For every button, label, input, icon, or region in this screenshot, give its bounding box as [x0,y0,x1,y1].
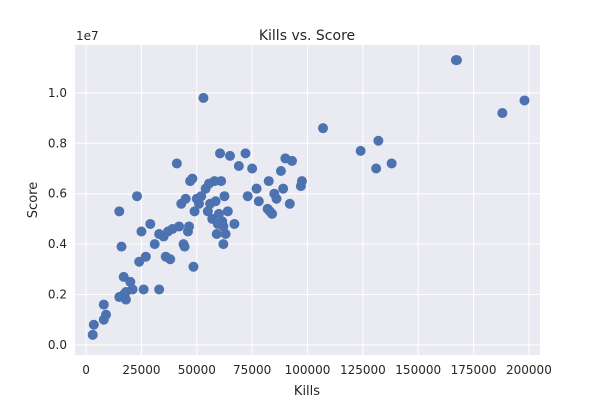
data-point [251,183,262,194]
y-tick-label: 0.4 [48,237,67,251]
data-point [196,191,207,202]
data-point [101,309,111,320]
y-tick-label: 1.0 [48,86,67,100]
data-point [132,191,142,202]
data-point [218,239,229,250]
data-point [233,160,244,171]
data-point [145,218,156,229]
data-point [189,206,200,217]
data-point [194,198,204,209]
data-point [184,221,195,232]
y-axis-offset-label: 1e7 [76,29,99,43]
data-point [355,145,366,156]
data-point [187,173,198,184]
data-point [497,108,508,119]
data-point [125,276,136,287]
data-point [519,95,530,106]
data-point [284,198,295,209]
data-point [318,123,328,134]
data-point [138,284,149,295]
data-point [287,155,297,166]
data-point [136,226,147,237]
data-point [275,166,286,177]
y-tick-label: 0.6 [48,187,67,201]
data-points [87,55,530,340]
data-point [219,191,230,202]
x-tick-label: 100000 [285,363,331,377]
data-point [116,241,127,252]
y-tick-label: 0.8 [48,136,67,150]
data-point [88,319,99,330]
data-point [210,196,221,207]
data-point [154,284,165,295]
chart-title: Kills vs. Score [259,28,355,44]
data-point [149,239,160,250]
data-point [247,163,258,174]
y-tick-label: 0.0 [48,338,67,352]
data-point [165,254,176,265]
data-point [229,218,240,229]
data-point [213,208,224,219]
data-point [222,206,233,217]
y-axis-ticks: 0.0 0.2 0.4 0.6 0.8 1.0 [48,86,67,352]
x-tick-label: 125000 [340,363,386,377]
data-point [373,135,384,146]
data-point [127,284,138,295]
data-point [278,183,289,194]
data-point [98,299,109,310]
data-point [386,158,397,169]
x-tick-label: 200000 [506,363,552,377]
data-point [371,163,382,174]
data-point [114,206,125,217]
data-point [202,206,213,217]
data-point [225,150,235,161]
data-point [242,191,253,202]
data-point [220,229,231,240]
data-point [253,196,264,207]
data-point [188,261,199,272]
data-point [120,294,131,305]
y-tick-label: 0.2 [48,288,67,302]
x-tick-label: 50000 [178,363,216,377]
grid-lines [75,45,540,355]
data-point [211,229,222,240]
data-point [140,251,151,262]
data-point [271,193,282,204]
data-point [296,176,307,187]
data-point [179,241,190,252]
data-point [267,208,278,219]
x-tick-label: 25000 [122,363,160,377]
data-point [263,176,274,187]
data-point [240,148,251,159]
data-point [198,92,209,103]
data-point [180,193,191,204]
data-point [174,221,185,232]
x-axis-ticks: 0 25000 50000 75000 100000 125000 150000 175000… [82,363,552,377]
x-axis-label: Kills [294,384,320,399]
x-tick-label: 0 [82,363,90,377]
x-tick-label: 175000 [451,363,497,377]
data-point [451,55,462,66]
data-point [215,148,226,159]
x-tick-label: 75000 [233,363,271,377]
data-point [171,158,182,169]
data-point [218,221,229,232]
data-point [216,176,227,187]
y-axis-label: Score [26,182,41,218]
data-point [87,329,98,340]
x-tick-label: 150000 [395,363,441,377]
